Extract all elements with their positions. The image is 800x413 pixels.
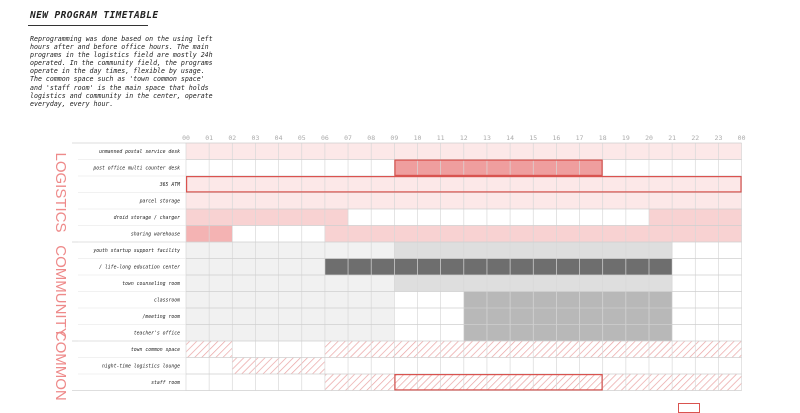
row-label: /meeting room: [142, 314, 180, 320]
hour-axis: 00 01 02 03 04 05 06 07 08 09 10 11 12 13 14 15 16 17 18 19…: [182, 134, 746, 142]
row-label: droid storage / charger: [114, 215, 181, 221]
description-line: operated. In the community field, the pr…: [30, 59, 213, 68]
row-label: sharing warehouse: [131, 232, 180, 238]
row-label: youth startup support facility: [92, 248, 180, 254]
hour-label: 21: [668, 134, 676, 142]
hour-label: 18: [599, 134, 607, 142]
description-line: everyday, every hour.: [30, 99, 114, 108]
hour-label: 14: [506, 134, 514, 142]
row-label: unmanned postal service desk: [99, 149, 180, 155]
description-line: hours after and before office hours. The…: [30, 43, 209, 52]
schedule-segment: [394, 159, 603, 176]
hour-label: 07: [344, 134, 352, 142]
row-label: classroom: [154, 298, 180, 304]
page-title: NEW PROGRAM TIMETABLE: [30, 10, 159, 21]
hour-label: 10: [414, 134, 422, 142]
hour-label: 11: [437, 134, 445, 142]
group-label: LOGISTICS: [52, 152, 69, 232]
schedule-segment: [186, 209, 349, 226]
hour-label: 03: [252, 134, 260, 142]
group-label: COMMUNITY: [52, 245, 69, 338]
hour-label: 12: [460, 134, 468, 142]
schedule-segment: [186, 324, 395, 341]
schedule-segment: [324, 258, 673, 275]
description-line: The common space such as 'town common sp…: [30, 75, 205, 84]
hour-label: 23: [715, 134, 723, 142]
row-label: post office multi counter desk: [93, 166, 180, 172]
hour-label: 19: [622, 134, 630, 142]
description-line: programs in the logistics field are most…: [30, 51, 213, 60]
hour-label: 00: [738, 134, 746, 142]
hour-label: 15: [529, 134, 537, 142]
highlight-outlines: [186, 159, 742, 391]
highlight-outline: [186, 176, 742, 193]
legend-outline-swatch: [678, 403, 700, 413]
hour-label: 01: [205, 134, 213, 142]
row-label: staff room: [151, 380, 180, 386]
hour-label: 20: [645, 134, 653, 142]
highlight-outline: [394, 159, 603, 177]
title-underline: [28, 25, 148, 26]
row-label: / life-long education center: [99, 265, 180, 271]
description-line: operate in the day times, flexible by us…: [30, 67, 205, 76]
row-label: teacher's office: [134, 331, 180, 337]
row-label: town counseling room: [122, 281, 180, 287]
hour-label: 05: [298, 134, 306, 142]
hour-label: 08: [367, 134, 375, 142]
description-line: and 'staff room' is the main space that …: [30, 83, 209, 92]
schedule-segment: [463, 291, 673, 308]
schedule-segment: [186, 291, 395, 308]
group-label: COMMON: [52, 331, 69, 401]
grid-lines: [72, 142, 742, 391]
schedule-segment: [186, 308, 395, 325]
row-label: night-time logistics lounge: [102, 364, 180, 370]
schedule-segment: [186, 275, 395, 292]
hour-label: 16: [552, 134, 560, 142]
schedule-segment: [463, 324, 673, 341]
hour-label: 22: [691, 134, 699, 142]
hour-label: 17: [576, 134, 584, 142]
hour-label: 00: [182, 134, 190, 142]
hour-label: 06: [321, 134, 329, 142]
hour-label: 13: [483, 134, 491, 142]
hour-label: 02: [228, 134, 236, 142]
row-label: parcel storage: [140, 199, 181, 205]
schedule-segment: [463, 308, 673, 325]
schedule-segment: [186, 242, 395, 259]
row-labels: unmanned postal service desk post office …: [92, 149, 181, 386]
highlight-outline: [394, 374, 603, 391]
description: Reprogramming was done based on the usin…: [30, 35, 280, 108]
description-line: Reprogramming was done based on the usin…: [30, 35, 213, 43]
hour-label: 09: [390, 134, 398, 142]
hour-label: 04: [275, 134, 283, 142]
description-line: logistics and community in the center, o…: [30, 91, 213, 100]
row-label: town common space: [131, 347, 180, 353]
row-label: 365 ATM: [159, 182, 181, 188]
